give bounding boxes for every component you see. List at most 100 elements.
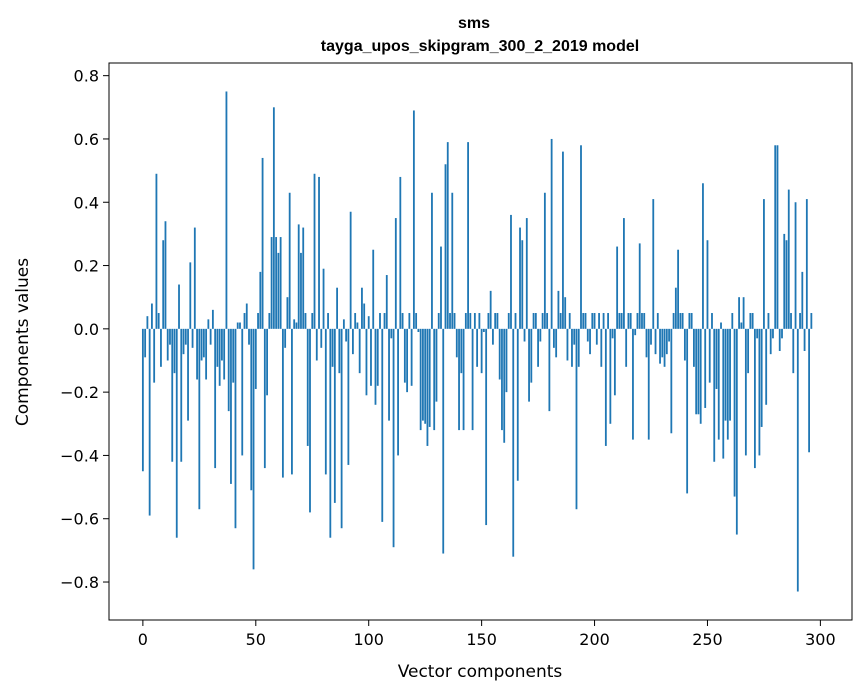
- bar-14: [173, 328, 176, 374]
- bar-214: [625, 328, 628, 367]
- bar-206: [607, 313, 609, 329]
- bar-196: [584, 313, 587, 329]
- bar-65: [288, 192, 291, 329]
- bar-55: [266, 328, 268, 396]
- bar-33: [216, 328, 219, 367]
- bar-42: [236, 322, 239, 329]
- bar-87: [338, 328, 341, 374]
- bar-171: [528, 328, 530, 402]
- bar-184: [557, 290, 560, 329]
- bar-168: [521, 240, 524, 329]
- bar-58: [272, 107, 275, 329]
- bar-41: [234, 328, 237, 529]
- bar-199: [591, 313, 594, 329]
- y-tick-label: 0.0: [74, 320, 99, 339]
- bar-50: [254, 328, 257, 389]
- bar-18: [182, 328, 185, 355]
- bar-147: [473, 313, 476, 329]
- bar-150: [480, 328, 483, 374]
- y-tick-label: −0.4: [60, 446, 99, 465]
- bar-54: [263, 328, 266, 469]
- bar-198: [589, 328, 591, 355]
- bar-106: [381, 328, 384, 522]
- x-tick-label: 50: [246, 630, 266, 649]
- bar-266: [742, 297, 745, 329]
- bar-223: [645, 328, 648, 358]
- bar-232: [665, 328, 668, 355]
- bar-116: [403, 328, 406, 383]
- bar-239: [681, 313, 684, 329]
- bar-37: [225, 91, 228, 329]
- bar-27: [202, 328, 205, 358]
- y-tick-label: −0.8: [60, 573, 99, 592]
- bar-93: [352, 328, 354, 355]
- bar-261: [731, 313, 734, 329]
- y-tick-label: −0.6: [60, 510, 99, 529]
- y-tick-label: 0.6: [74, 130, 99, 149]
- bar-92: [349, 211, 352, 329]
- bar-270: [751, 313, 754, 329]
- bar-124: [422, 328, 424, 421]
- bar-12: [169, 328, 171, 345]
- bar-191: [573, 328, 576, 345]
- bar-16: [178, 284, 180, 329]
- bar-36: [223, 328, 226, 380]
- x-tick-label: 150: [466, 630, 497, 649]
- bar-20: [187, 328, 189, 421]
- bar-111: [392, 328, 395, 548]
- bar-268: [747, 328, 750, 374]
- bar-66: [291, 328, 293, 475]
- bar-132: [440, 246, 442, 329]
- bar-98: [363, 303, 366, 329]
- bar-128: [431, 192, 433, 329]
- bar-152: [485, 328, 488, 526]
- bar-177: [541, 313, 544, 329]
- bar-46: [245, 303, 248, 329]
- bar-263: [735, 328, 738, 535]
- bar-19: [184, 328, 187, 345]
- bar-262: [733, 328, 736, 497]
- y-tick-label: 0.8: [74, 67, 99, 86]
- bar-283: [781, 328, 783, 339]
- bar-279: [772, 328, 774, 339]
- bar-103: [374, 328, 377, 405]
- bar-137: [451, 192, 454, 329]
- bar-49: [252, 328, 255, 570]
- bar-110: [390, 328, 393, 339]
- bar-179: [546, 313, 549, 329]
- bar-131: [437, 313, 440, 329]
- bar-35: [221, 328, 223, 361]
- bar-193: [577, 328, 580, 367]
- y-tick-label: 0.4: [74, 193, 99, 212]
- bar-221: [641, 313, 643, 329]
- bar-0: [141, 328, 144, 472]
- bar-48: [250, 328, 253, 491]
- bar-246: [697, 328, 700, 415]
- bar-251: [708, 328, 711, 383]
- bar-254: [715, 328, 718, 389]
- y-tick-label: 0.2: [74, 257, 99, 276]
- bar-165: [514, 313, 517, 329]
- bar-123: [419, 328, 422, 431]
- bar-273: [758, 328, 761, 456]
- bar-56: [268, 313, 271, 329]
- bar-112: [394, 218, 397, 329]
- bar-291: [799, 313, 801, 329]
- bar-237: [677, 249, 680, 329]
- bar-71: [302, 227, 305, 329]
- bar-215: [627, 313, 630, 329]
- bar-91: [347, 328, 350, 465]
- bar-217: [632, 328, 634, 440]
- x-tick-label: 200: [579, 630, 610, 649]
- bar-202: [598, 313, 600, 329]
- bar-286: [787, 189, 790, 329]
- bar-256: [720, 322, 722, 329]
- bar-276: [765, 328, 768, 405]
- bar-203: [600, 328, 603, 367]
- bar-255: [717, 328, 720, 440]
- plot-frame: [108, 62, 853, 621]
- bar-242: [688, 313, 691, 329]
- bar-57: [270, 237, 273, 329]
- x-tick-label: 300: [805, 630, 836, 649]
